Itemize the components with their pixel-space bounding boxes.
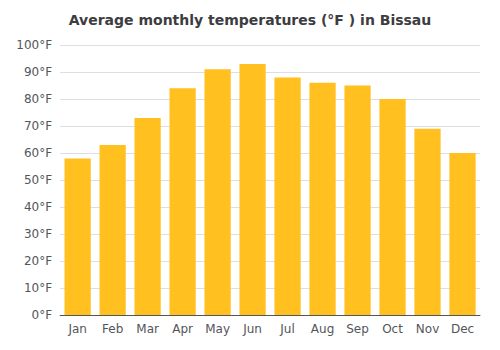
svg-text:Average monthly temperatures (: Average monthly temperatures (°F ) in Bi… <box>69 12 432 28</box>
svg-text:May: May <box>205 322 230 336</box>
svg-text:60°F: 60°F <box>24 146 52 160</box>
svg-text:Nov: Nov <box>416 322 439 336</box>
svg-text:Oct: Oct <box>382 322 403 336</box>
svg-text:Jul: Jul <box>279 322 294 336</box>
svg-text:Apr: Apr <box>172 322 193 336</box>
svg-text:70°F: 70°F <box>24 119 52 133</box>
svg-text:Sep: Sep <box>346 322 369 336</box>
svg-text:0°F: 0°F <box>32 308 53 322</box>
svg-text:10°F: 10°F <box>24 281 52 295</box>
svg-text:Jun: Jun <box>242 322 262 336</box>
svg-text:100°F: 100°F <box>16 38 52 52</box>
svg-text:Aug: Aug <box>311 322 334 336</box>
svg-text:80°F: 80°F <box>24 92 52 106</box>
svg-text:20°F: 20°F <box>24 254 52 268</box>
svg-text:Mar: Mar <box>136 322 159 336</box>
svg-text:Dec: Dec <box>451 322 474 336</box>
svg-text:30°F: 30°F <box>24 227 52 241</box>
svg-text:50°F: 50°F <box>24 173 52 187</box>
svg-text:Jan: Jan <box>67 322 87 336</box>
svg-text:Feb: Feb <box>102 322 123 336</box>
svg-text:90°F: 90°F <box>24 65 52 79</box>
svg-text:40°F: 40°F <box>24 200 52 214</box>
